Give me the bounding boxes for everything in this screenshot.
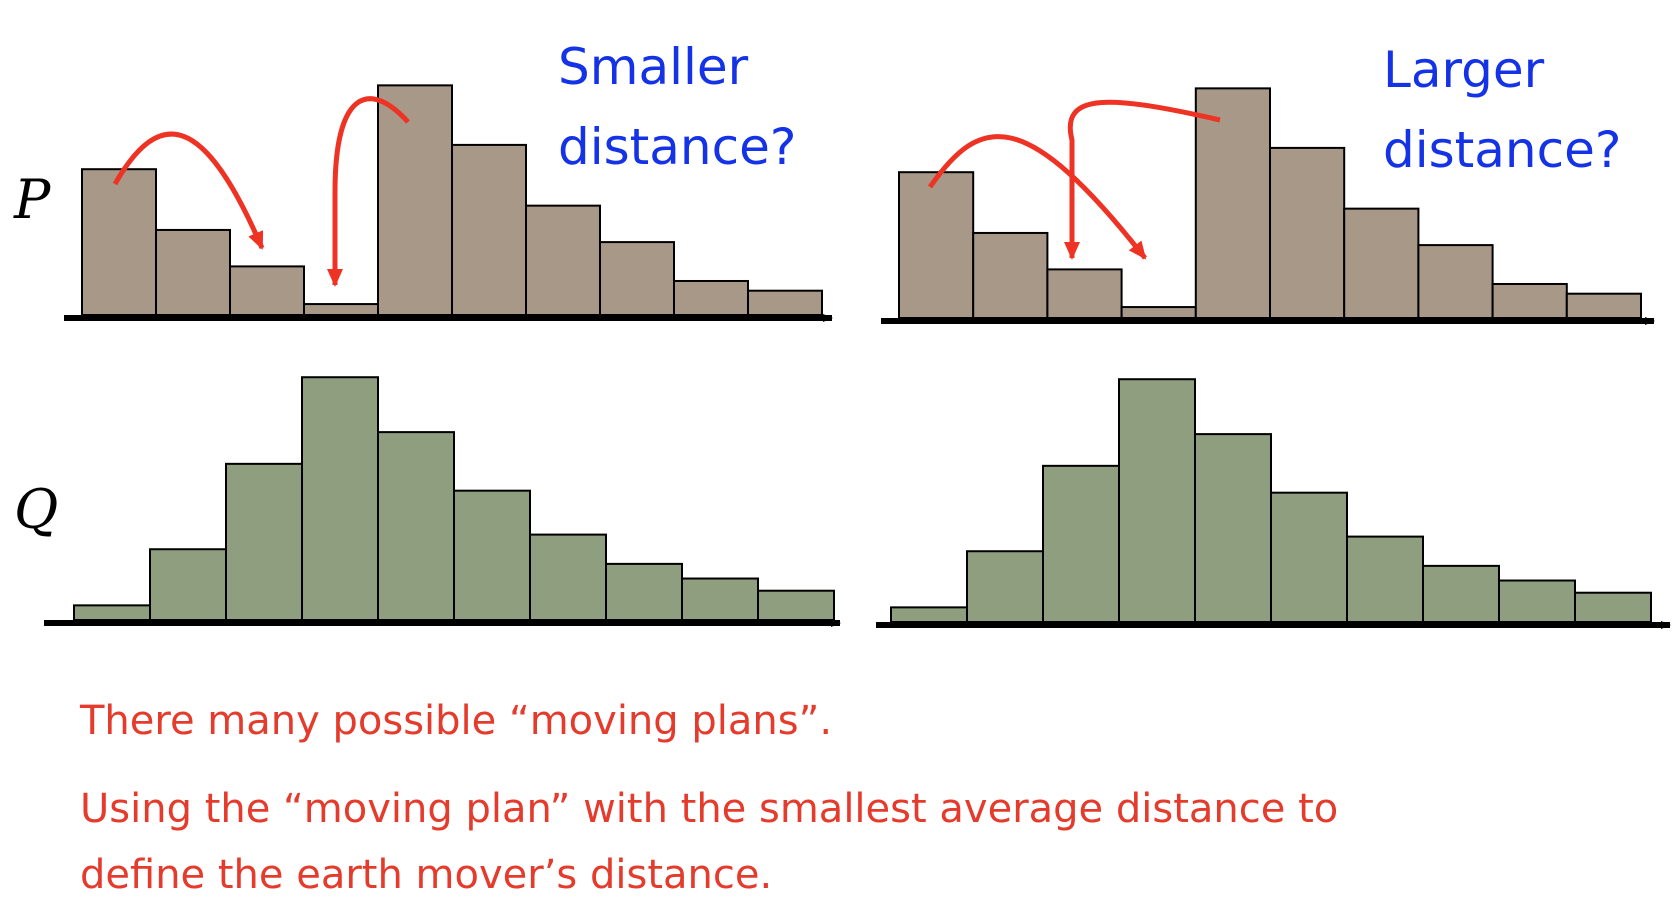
move-arrow-right-1 [927,134,1147,260]
q-left-bar-8 [605,562,683,622]
p-left-bar-8 [599,241,675,317]
histogram-q-left [73,376,835,622]
p-right-bar-5 [1194,87,1272,319]
p-left-bar-6 [451,143,527,316]
p-right-bar-8 [1417,244,1494,320]
q-right-bar-2 [966,550,1044,623]
question-line: distance? [558,118,796,176]
question-right: Larger distance? [1383,41,1621,179]
p-right-bar-9 [1491,282,1568,320]
p-left-bar-1 [81,168,157,316]
p-label: P [13,168,52,231]
q-left-bar-9 [681,577,759,622]
p-right-bar-4 [1120,306,1197,320]
question-line: distance? [1383,121,1621,179]
q-left-bar-2 [149,548,227,621]
q-left-bar-1 [73,604,151,621]
p-left-bar-3 [229,265,305,316]
p-right-bar-10 [1565,292,1643,320]
move-arrow-right-2 [1064,99,1221,260]
caption-definition: Using the “moving plan” with the smalles… [80,786,1339,898]
question-line: Larger [1383,41,1545,99]
p-left-bar-7 [525,204,601,316]
q-right-bar-6 [1270,491,1348,623]
q-left-bar-5 [377,431,455,621]
q-label: Q [14,478,58,541]
question-left: Smaller distance? [558,38,796,176]
p-right-bar-3 [1046,268,1123,319]
q-right-bar-3 [1042,464,1120,623]
histogram-p-left [81,84,823,317]
p-left-bar-4 [303,303,379,317]
question-line: Smaller [558,38,749,96]
q-left-bar-6 [453,489,531,621]
p-left-bar-2 [155,228,231,316]
q-right-bar-5 [1194,433,1272,623]
q-right-bar-8 [1422,564,1500,624]
q-right-bar-7 [1346,535,1424,623]
q-right-bar-1 [890,606,968,623]
q-right-bar-9 [1498,579,1576,624]
p-right-bar-1 [898,171,975,319]
q-right-bar-4 [1118,378,1196,623]
histogram-q-right [890,378,1652,624]
p-left-bar-10 [747,289,823,317]
q-right-bar-10 [1574,591,1652,623]
caption-moving-plans: There many possible “moving plans”. [80,698,833,744]
p-left-bar-9 [673,279,749,317]
q-left-bar-4 [301,376,379,621]
q-left-bar-3 [225,462,303,621]
p-right-bar-2 [972,231,1049,319]
histogram-p-right [898,87,1643,320]
p-right-bar-7 [1343,207,1420,319]
q-left-bar-7 [529,533,607,621]
p-right-bar-6 [1269,146,1346,319]
move-arrow-left-1 [112,131,265,250]
q-left-bar-10 [757,589,835,621]
p-left-bar-5 [377,84,453,316]
move-arrow-left-2 [327,96,410,287]
